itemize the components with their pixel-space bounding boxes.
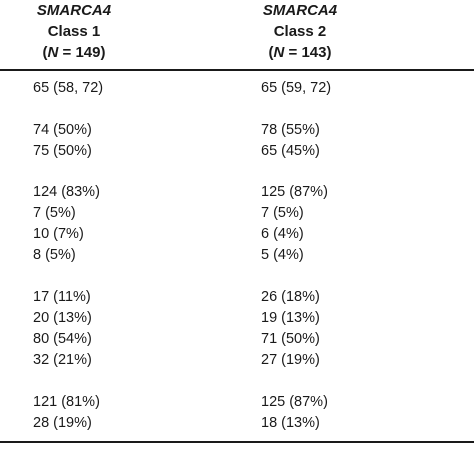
table-cell: 26 (18%) — [261, 289, 320, 305]
sample-size: (N = 143) — [268, 44, 332, 61]
gene-name: SMARCA4 — [262, 2, 338, 19]
column-header-class-2: SMARCA4 Class 2 (N = 143) — [230, 0, 370, 63]
table-cell: 17 (11%) — [33, 289, 91, 305]
table-cell: 28 (19%) — [33, 415, 92, 431]
table-cell: 18 (13%) — [261, 415, 320, 431]
table-cell: 80 (54%) — [33, 331, 92, 347]
table-cell: 75 (50%) — [33, 143, 92, 159]
table-cell: 65 (58, 72) — [33, 80, 104, 96]
table-cell: 65 (59, 72) — [261, 80, 332, 96]
table-cell: 121 (81%) — [33, 394, 100, 410]
table-cell: 125 (87%) — [261, 184, 328, 200]
table-cell: 7 (5%) — [33, 205, 76, 221]
table-cell: 32 (21%) — [33, 352, 92, 368]
gene-name: SMARCA4 — [36, 2, 112, 19]
column-header-class-1: SMARCA4 Class 1 (N = 149) — [4, 0, 144, 63]
table-cell: 78 (55%) — [261, 122, 320, 138]
table-cell: 5 (4%) — [261, 247, 304, 263]
table-bottom-divider — [0, 441, 474, 443]
table-cell: 65 (45%) — [261, 143, 320, 159]
table-cell: 19 (13%) — [261, 310, 320, 326]
table-cell: 20 (13%) — [33, 310, 92, 326]
header-divider — [0, 69, 474, 71]
table-cell: 10 (7%) — [33, 226, 84, 242]
sample-size: (N = 149) — [42, 44, 106, 61]
table-cell: 6 (4%) — [261, 226, 304, 242]
table-cell: 124 (83%) — [33, 184, 100, 200]
class-label: Class 2 — [273, 23, 327, 40]
table-cell: 8 (5%) — [33, 247, 76, 263]
table-cell: 71 (50%) — [261, 331, 320, 347]
table-cell: 125 (87%) — [261, 394, 328, 410]
table-cell: 74 (50%) — [33, 122, 92, 138]
table-cell: 27 (19%) — [261, 352, 320, 368]
table-cell: 7 (5%) — [261, 205, 304, 221]
class-label: Class 1 — [47, 23, 101, 40]
